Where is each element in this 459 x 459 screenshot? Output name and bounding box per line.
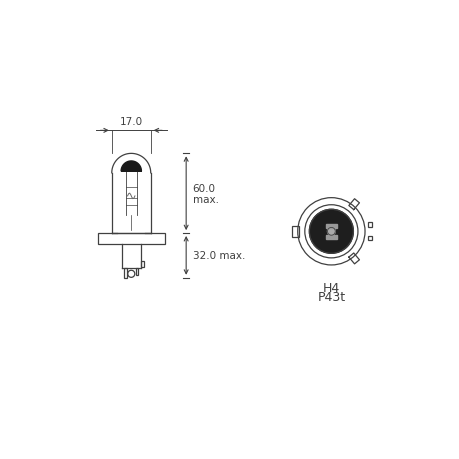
Bar — [367, 236, 372, 241]
Text: 17.0: 17.0 — [119, 117, 142, 127]
Polygon shape — [121, 162, 141, 172]
Bar — [97, 234, 164, 245]
Bar — [136, 269, 138, 275]
Circle shape — [309, 210, 353, 254]
Circle shape — [327, 228, 335, 235]
Bar — [124, 269, 126, 279]
Text: H4: H4 — [322, 281, 339, 294]
Text: 60.0: 60.0 — [192, 184, 215, 194]
Text: max.: max. — [192, 194, 218, 204]
Bar — [325, 224, 336, 228]
Bar — [291, 226, 298, 237]
Bar — [367, 223, 372, 228]
Bar — [140, 262, 144, 267]
Text: P43t: P43t — [317, 290, 345, 303]
Text: 32.0 max.: 32.0 max. — [192, 251, 244, 261]
Bar — [325, 235, 336, 239]
